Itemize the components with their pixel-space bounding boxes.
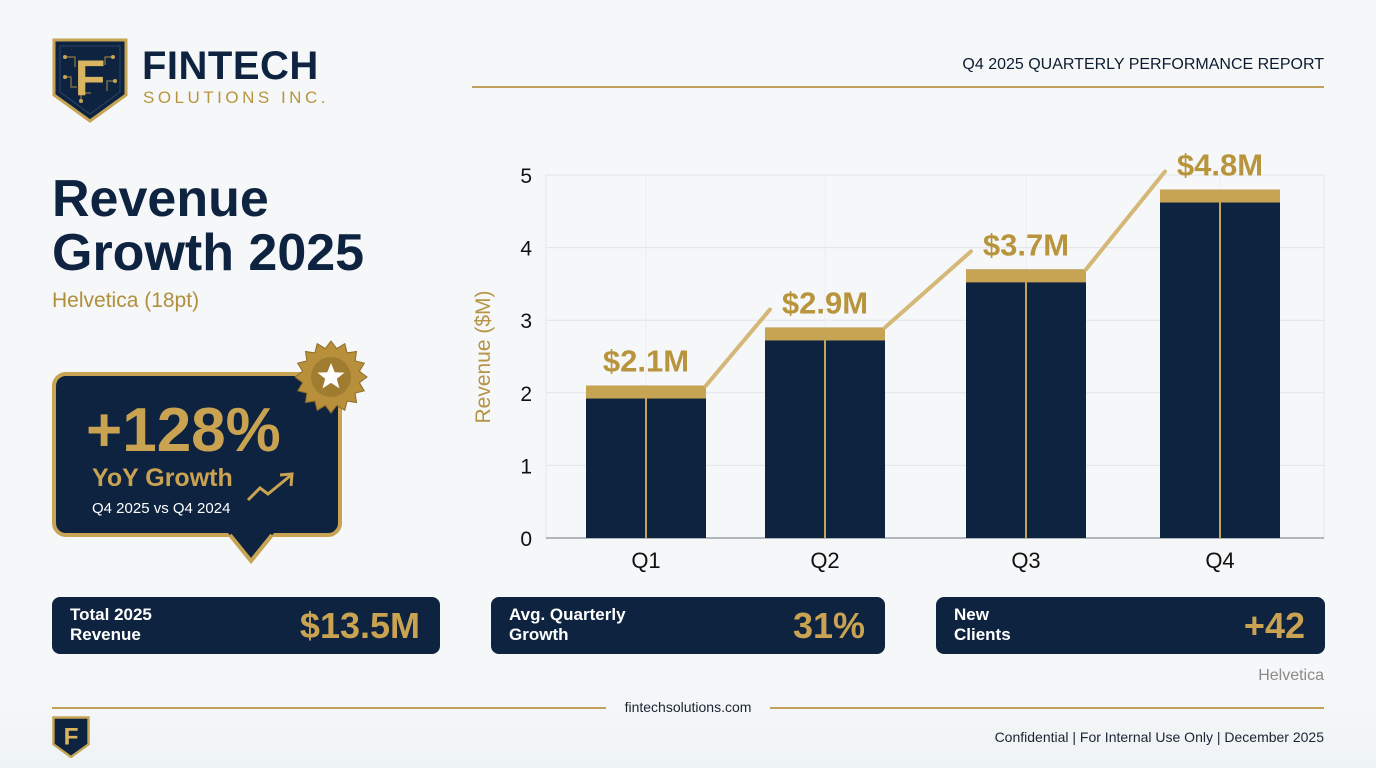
brand-logo-icon: F (52, 38, 128, 123)
stat-card-total-revenue: Total 2025 Revenue $13.5M (52, 597, 440, 654)
stat-label: Total 2025 Revenue (70, 605, 220, 645)
stat-card-avg-growth: Avg. Quarterly Growth 31% (491, 597, 885, 654)
y-tick-label: 5 (520, 165, 532, 188)
footer-logo-icon: F (52, 716, 90, 758)
bar-cap-q1 (586, 385, 706, 399)
growth-badge (52, 372, 342, 537)
trend-segment (704, 307, 772, 388)
data-label: $4.8M (1177, 148, 1263, 183)
brand-name: FINTECH (142, 44, 319, 88)
stat-label-line-2: Clients (954, 625, 1011, 644)
stat-card-new-clients: New Clients +42 (936, 597, 1325, 654)
data-label: $2.1M (603, 344, 689, 379)
x-tick-label: Q1 (631, 548, 660, 573)
brand-tagline: SOLUTIONS INC. (143, 88, 329, 107)
y-axis-title: Revenue ($M) (472, 290, 495, 423)
y-tick-label: 3 (520, 310, 532, 333)
growth-value: +128% (86, 396, 281, 465)
bar-cap-q2 (765, 327, 885, 341)
bar-cap-q4 (1160, 189, 1280, 203)
stat-label: Avg. Quarterly Growth (509, 605, 659, 645)
y-tick-label: 1 (520, 455, 532, 478)
x-tick-label: Q2 (810, 548, 839, 573)
report-title: Q4 2025 QUARTERLY PERFORMANCE REPORT (962, 56, 1324, 73)
footer-logo-monogram: F (64, 723, 79, 750)
stat-value: 31% (792, 605, 865, 646)
chart-trend-line (704, 169, 1167, 388)
chart-bars (586, 189, 1280, 538)
star-seal-icon (294, 340, 368, 414)
font-note: Helvetica (1258, 667, 1324, 684)
footer-url: fintechsolutions.com (624, 699, 752, 715)
footer-notice: Confidential | For Internal Use Only | D… (994, 729, 1324, 745)
chart-axes: 0 1 2 3 4 5 Revenue ($M) Q1 Q2 Q3 Q4 (472, 165, 1324, 573)
page-subtitle: Helvetica (18pt) (52, 289, 200, 312)
bar-cap-q3 (966, 269, 1086, 283)
y-tick-label: 4 (520, 238, 532, 261)
stat-label-line-2: Growth (509, 625, 569, 644)
growth-label: YoY Growth (92, 464, 233, 492)
footer-divider-left (52, 707, 606, 709)
page-title-line-2: Growth 2025 (52, 224, 365, 282)
y-tick-label: 2 (520, 383, 532, 406)
chart-labels: $2.1M $2.9M $3.7M $4.8M (603, 148, 1263, 379)
stat-value: +42 (1243, 605, 1305, 646)
growth-comparison: Q4 2025 vs Q4 2024 (92, 500, 231, 517)
revenue-bar-chart: 0 1 2 3 4 5 Revenue ($M) Q1 Q2 Q3 Q4 $2.1M $2.9M $3.… (472, 148, 1325, 573)
footer-background (0, 690, 1376, 768)
stat-label-line-1: Avg. Quarterly (509, 605, 626, 624)
stat-label: New Clients (954, 605, 1104, 645)
data-label: $3.7M (983, 227, 1069, 262)
x-tick-label: Q3 (1011, 548, 1040, 573)
brand-monogram: F (75, 50, 106, 106)
trend-segment (883, 249, 973, 330)
growth-badge-pointer (228, 533, 274, 565)
stat-label-line-1: New (954, 605, 989, 624)
page-title-line-1: Revenue (52, 170, 269, 228)
stat-label-line-2: Revenue (70, 625, 141, 644)
data-label: $2.9M (782, 285, 868, 320)
stat-label-line-1: Total 2025 (70, 605, 152, 624)
footer-divider-right (770, 707, 1324, 709)
page-title: Revenue Growth 2025 (52, 172, 452, 280)
y-tick-label: 0 (520, 528, 532, 551)
trend-segment (1084, 169, 1167, 272)
stat-value: $13.5M (299, 605, 420, 646)
header-divider (472, 86, 1324, 88)
trend-up-icon (246, 472, 294, 502)
x-tick-label: Q4 (1205, 548, 1234, 573)
